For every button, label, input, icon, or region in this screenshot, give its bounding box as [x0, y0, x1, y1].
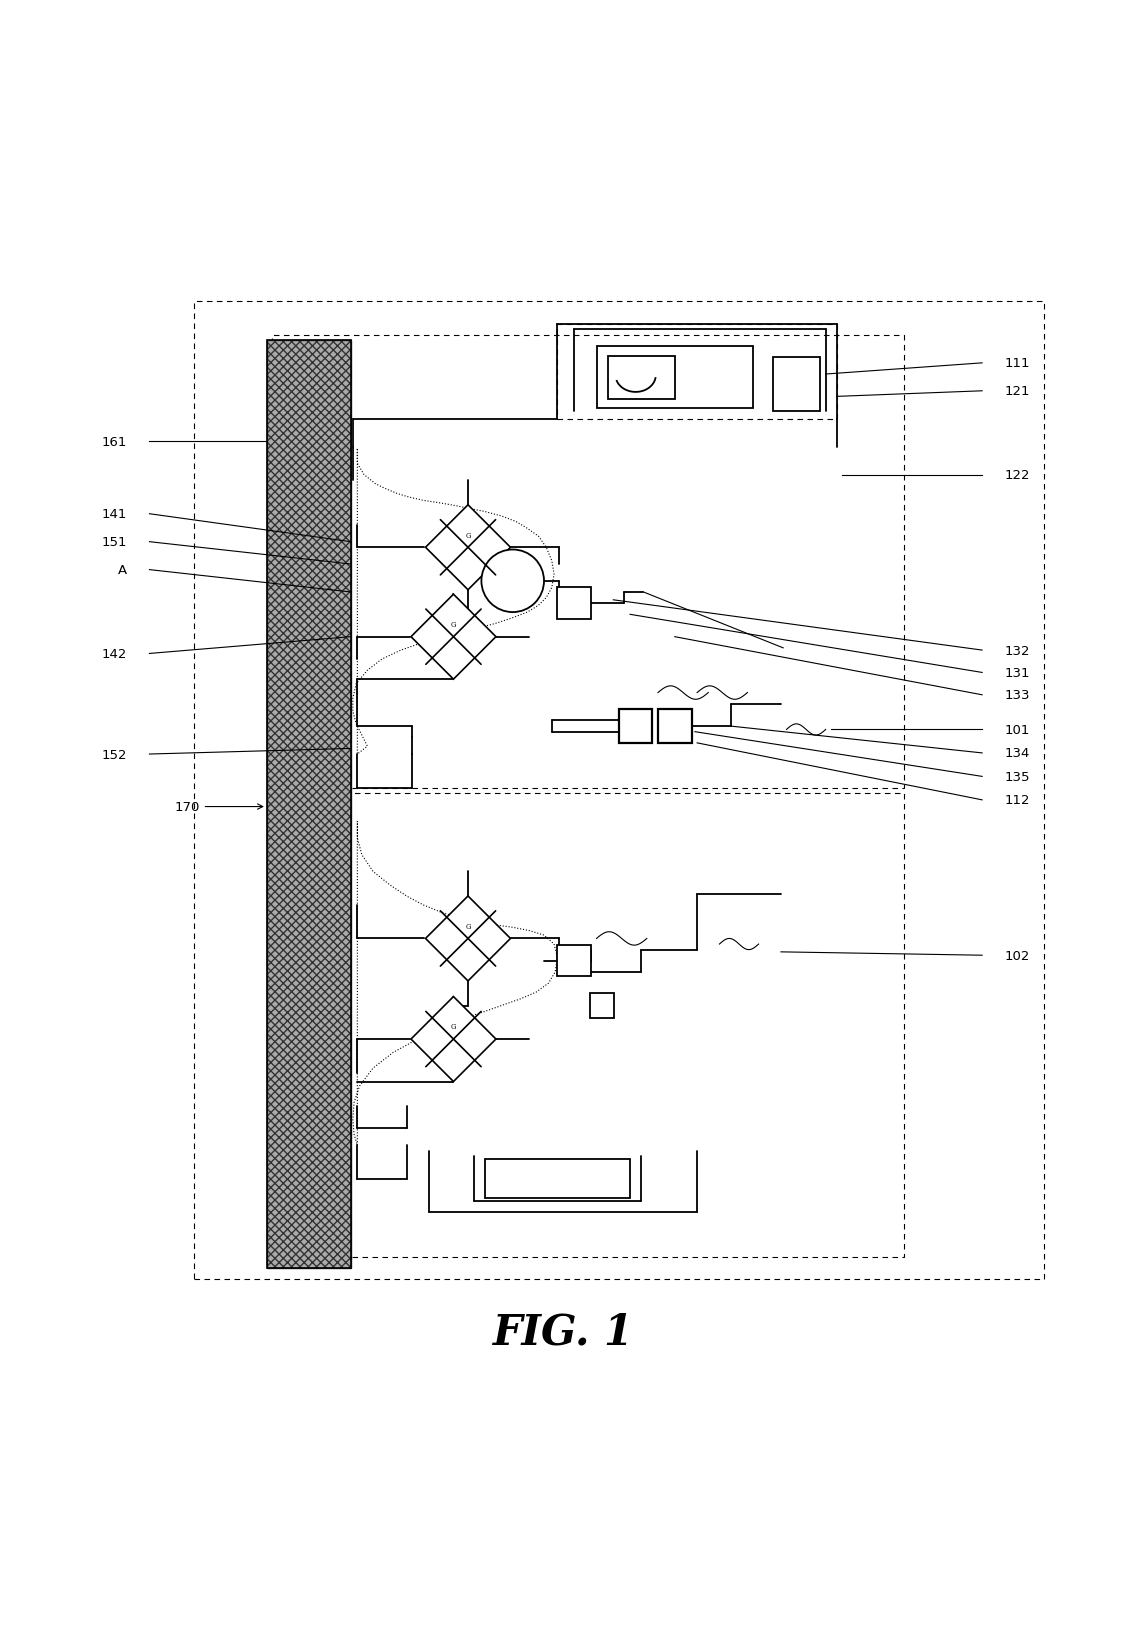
Text: 122: 122 — [1004, 468, 1030, 481]
Polygon shape — [426, 896, 510, 981]
Text: 152: 152 — [101, 747, 127, 761]
Bar — [597, 348, 753, 408]
Text: 170: 170 — [175, 801, 262, 814]
Bar — [557, 588, 591, 620]
Text: FIG. 1: FIG. 1 — [492, 1310, 634, 1353]
Text: 102: 102 — [1004, 950, 1030, 963]
Text: 112: 112 — [1004, 793, 1030, 806]
Text: G: G — [450, 620, 456, 628]
Text: 111: 111 — [1004, 357, 1030, 370]
Text: 151: 151 — [101, 535, 127, 548]
Polygon shape — [411, 594, 495, 681]
Text: G: G — [465, 530, 471, 539]
Text: 121: 121 — [1004, 385, 1030, 398]
Text: 132: 132 — [1004, 645, 1030, 658]
Text: G: G — [465, 922, 471, 930]
Bar — [557, 325, 837, 419]
Text: A: A — [118, 563, 127, 576]
Polygon shape — [411, 997, 495, 1082]
Bar — [557, 945, 591, 978]
Bar — [267, 341, 350, 1268]
Text: 133: 133 — [1004, 689, 1030, 702]
Text: 101: 101 — [1004, 723, 1030, 736]
Bar — [272, 793, 904, 1257]
Text: 161: 161 — [101, 436, 127, 449]
Bar — [774, 357, 820, 411]
Text: 135: 135 — [1004, 770, 1030, 783]
Text: 141: 141 — [101, 508, 127, 521]
Bar — [194, 302, 1044, 1279]
Polygon shape — [426, 506, 510, 591]
Text: 131: 131 — [1004, 666, 1030, 679]
Bar — [272, 336, 904, 788]
Text: 134: 134 — [1004, 747, 1030, 761]
Bar — [590, 994, 615, 1018]
Bar — [267, 341, 350, 1268]
Circle shape — [482, 550, 544, 612]
Bar — [485, 1159, 631, 1198]
Text: G: G — [450, 1023, 456, 1031]
Text: 142: 142 — [101, 648, 127, 661]
Bar — [619, 710, 652, 744]
Bar — [608, 357, 674, 400]
Bar — [658, 710, 691, 744]
